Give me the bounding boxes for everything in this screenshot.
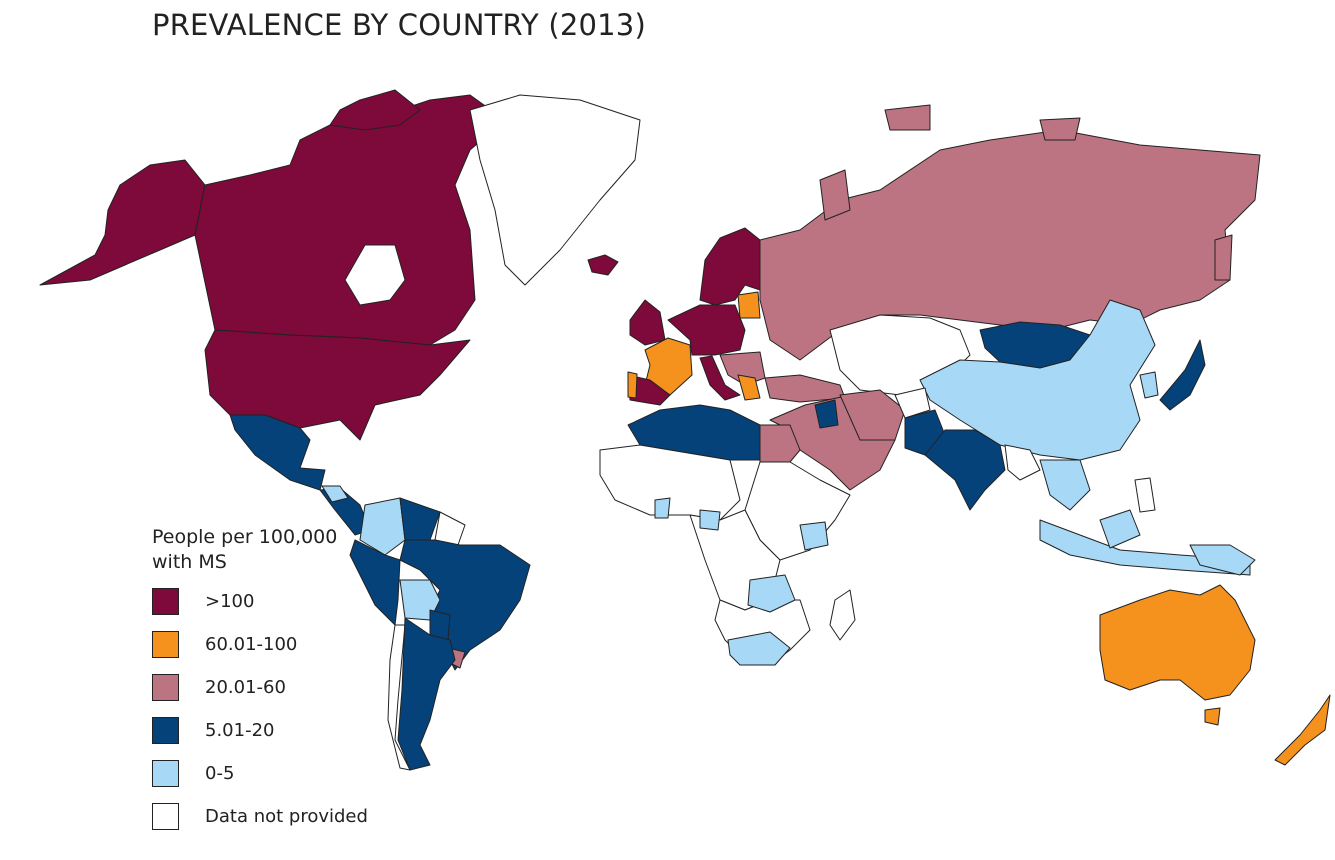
region-kamchatka	[1214, 234, 1233, 281]
region-philippines	[1134, 477, 1156, 513]
region-south-africa	[727, 631, 791, 666]
region-afghanistan	[894, 387, 931, 419]
region-indonesia	[1039, 519, 1251, 576]
region-nigeria-ghana	[654, 497, 721, 531]
region-guatemala-honduras	[321, 485, 349, 503]
legend: People per 100,000 with MS >100 60.01-10…	[152, 525, 368, 845]
region-canada	[194, 94, 506, 346]
legend-label: 0-5	[205, 762, 235, 784]
region-australia	[1099, 584, 1256, 701]
region-zambia-zimbabwe	[747, 574, 796, 613]
region-madagascar	[829, 589, 856, 641]
legend-swatch	[152, 673, 179, 701]
map-title: PREVALENCE BY COUNTRY (2013)	[152, 8, 646, 42]
region-italy	[699, 355, 741, 401]
region-iceland	[587, 254, 619, 276]
legend-title: People per 100,000 with MS	[152, 526, 338, 573]
region-usa	[204, 329, 471, 441]
region-alaska	[39, 159, 206, 286]
legend-swatch	[152, 802, 179, 830]
region-mexico	[229, 414, 326, 491]
region-baltics	[737, 291, 761, 319]
region-new-zealand	[1274, 694, 1331, 766]
legend-label: 60.01-100	[205, 633, 298, 655]
legend-item-gt100: >100	[152, 587, 368, 615]
region-borneo	[1099, 509, 1141, 549]
region-india	[924, 429, 1006, 511]
region-portugal	[627, 371, 638, 399]
region-hudson-bay	[344, 244, 406, 306]
legend-label: >100	[205, 590, 255, 612]
region-colombia	[359, 497, 406, 556]
region-iran	[839, 389, 906, 441]
region-myanmar	[1004, 444, 1041, 481]
legend-label: Data not provided	[205, 805, 368, 827]
region-southeast-asia	[1039, 459, 1091, 511]
region-tasmania	[1204, 707, 1221, 726]
region-brazil	[399, 539, 531, 671]
region-japan	[1159, 339, 1206, 411]
region-iraq	[814, 399, 839, 429]
legend-label: 5.01-20	[205, 719, 275, 741]
legend-swatch	[152, 630, 179, 658]
legend-item-no-data: Data not provided	[152, 802, 368, 830]
legend-swatch	[152, 587, 179, 615]
region-canadian-arctic-islands	[329, 89, 421, 131]
region-egypt	[759, 424, 801, 463]
region-argentina	[397, 617, 456, 771]
legend-item-20-60: 20.01-60	[152, 673, 368, 701]
region-venezuela	[399, 497, 441, 541]
region-kenya	[799, 521, 829, 551]
legend-label: 20.01-60	[205, 676, 286, 698]
region-france	[644, 337, 693, 396]
legend-item-60-100: 60.01-100	[152, 630, 368, 658]
region-russian-arctic-islands	[819, 104, 1081, 221]
legend-swatch	[152, 716, 179, 744]
region-greenland	[469, 94, 641, 286]
region-greece	[737, 374, 761, 401]
region-guianas	[434, 511, 466, 546]
legend-item-5-20: 5.01-20	[152, 716, 368, 744]
region-turkey-caucasus	[764, 374, 846, 403]
region-new-guinea	[1189, 544, 1256, 576]
legend-swatch	[152, 759, 179, 787]
region-korea	[1139, 371, 1159, 399]
region-central-europe	[667, 304, 746, 356]
region-uk-ireland	[629, 299, 666, 346]
legend-item-0-5: 0-5	[152, 759, 368, 787]
